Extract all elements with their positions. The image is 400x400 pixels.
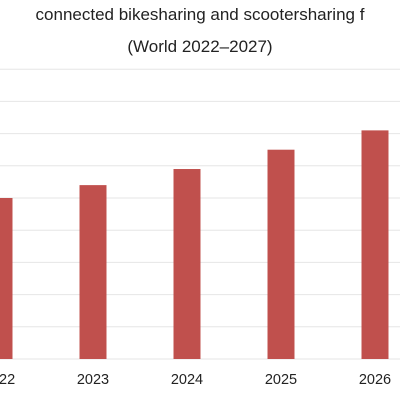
bar-2026 [361, 130, 389, 359]
x-tick-label-2022: 2022 [0, 372, 15, 388]
bar-2024 [173, 169, 201, 359]
bar-2022 [0, 198, 13, 359]
x-tick-label-2024: 2024 [171, 372, 203, 388]
x-axis-ticks: 2022 2023 2024 2025 2026 [0, 372, 391, 388]
chart-title-line-1: connected bikesharing and scootersharing… [36, 5, 365, 24]
bars [0, 130, 389, 359]
bar-2025 [267, 149, 295, 359]
x-tick-label-2025: 2025 [265, 372, 297, 388]
x-tick-label-2023: 2023 [77, 372, 109, 388]
chart-title-line-2: (World 2022–2027) [127, 37, 272, 56]
bar-2023 [79, 185, 107, 359]
x-tick-label-2026: 2026 [359, 372, 391, 388]
